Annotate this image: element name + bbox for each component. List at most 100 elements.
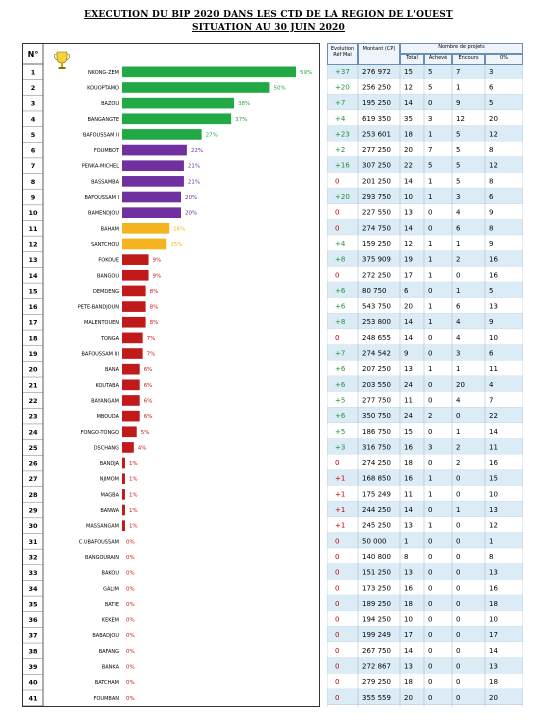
bar-value-label: 0% [126,618,135,624]
bar-value-label: 0% [126,649,135,655]
cell-encours: 0 [456,475,460,483]
row-number: 12 [28,240,37,248]
category-label: BANWA [100,508,119,514]
cell-acheve: 0 [428,428,432,436]
cell-acheve: 0 [428,506,432,514]
cell-zero: 8 [489,177,493,185]
category-label: MBOUDA [97,414,120,420]
cell-encours: 1 [456,83,460,91]
cell-evo: 0 [335,663,339,671]
category-label: FOKOUE [98,258,119,264]
cell-acheve: 0 [428,569,432,577]
cell-montant: 256 250 [362,83,391,91]
row-number: 19 [28,350,38,358]
category-label: PENKA-MICHEL [82,164,119,170]
table-row [327,188,523,204]
cell-acheve: 0 [428,616,432,624]
category-label: BAFOUSSAM II [83,132,119,138]
cell-total: 13 [404,569,413,577]
trophy-icon [54,51,70,69]
bar-value-label: 9% [153,258,162,264]
cell-encours: 0 [456,600,460,608]
row-number: 9 [31,194,36,202]
cell-evo: +8 [335,256,345,264]
cell-evo: +4 [335,240,346,248]
bar [122,285,146,297]
cell-acheve: 5 [428,68,432,76]
cell-evo: 0 [335,271,339,279]
cell-encours: 0 [456,522,460,530]
cell-acheve: 1 [428,130,432,138]
cell-encours: 0 [456,584,460,592]
bar [122,363,140,375]
row-number: 31 [28,538,38,546]
cell-acheve: 0 [428,396,432,404]
cell-zero: 13 [489,506,498,514]
category-label: TONGA [100,336,120,342]
cell-acheve: 0 [428,647,432,655]
cell-zero: 7 [489,396,493,404]
row-number: 29 [28,507,38,515]
cell-total: 13 [404,663,413,671]
cell-total: 15 [404,68,413,76]
category-label: NJIMOM [100,477,119,483]
cell-total: 13 [404,365,413,373]
bar [122,97,235,109]
cell-evo: +5 [335,428,345,436]
cell-evo: +6 [335,365,346,373]
cell-total: 20 [404,303,413,311]
cell-acheve: 1 [428,256,432,264]
row-number: 41 [28,694,38,702]
cell-total: 11 [404,396,413,404]
table-row [327,595,523,611]
cell-evo: 0 [335,224,339,232]
cell-encours: 0 [456,569,460,577]
cell-encours: 6 [456,303,461,311]
cell-total: 13 [404,209,413,217]
cell-total: 1 [404,537,408,545]
header-encours: Encours [452,54,485,65]
cell-acheve: 0 [428,553,432,561]
row-number: 6 [31,147,36,155]
category-label: BANGOURAIN [85,555,119,561]
category-label: DEMDENG [93,289,119,295]
cell-montant: 140 800 [362,553,391,561]
cell-zero: 10 [489,616,498,624]
bar-value-label: 21% [188,164,200,170]
cell-encours: 12 [456,115,465,123]
cell-montant: 186 750 [362,428,391,436]
bar-value-label: 20% [185,211,197,217]
category-label: FONGO-TONGO [81,430,119,436]
cell-total: 14 [404,318,413,326]
bar-value-label: 1% [129,492,138,498]
category-label: MALENTOUEN [84,320,119,326]
cell-montant: 307 250 [362,162,391,170]
category-label: NKONG-ZEM [88,70,119,76]
cell-acheve: 3 [428,443,432,451]
cell-encours: 3 [456,193,460,201]
bar [122,442,134,453]
cell-zero: 9 [489,240,493,248]
cell-evo: +4 [335,115,346,123]
category-label: KEKEM [102,618,119,624]
category-label: MAGBA [101,492,120,498]
bar-value-label: 8% [150,289,159,295]
cell-encours: 0 [456,678,460,686]
cell-montant: 253 601 [362,130,391,138]
cell-acheve: 0 [428,287,432,295]
bar [122,223,170,234]
cell-acheve: 0 [428,459,432,467]
cell-acheve: 5 [428,162,432,170]
cell-zero: 1 [489,537,493,545]
cell-total: 22 [404,162,413,170]
cell-total: 19 [404,256,413,264]
table-row [327,563,523,580]
category-label: MASSANGAM [86,524,119,530]
category-label: KOUOPTAMO [87,85,119,91]
cell-montant: 189 250 [362,600,391,608]
bar-value-label: 4% [138,445,147,451]
cell-montant: 253 800 [362,318,391,326]
row-number: 16 [28,303,38,311]
bar-value-label: 6% [144,367,153,373]
bar [122,379,140,391]
